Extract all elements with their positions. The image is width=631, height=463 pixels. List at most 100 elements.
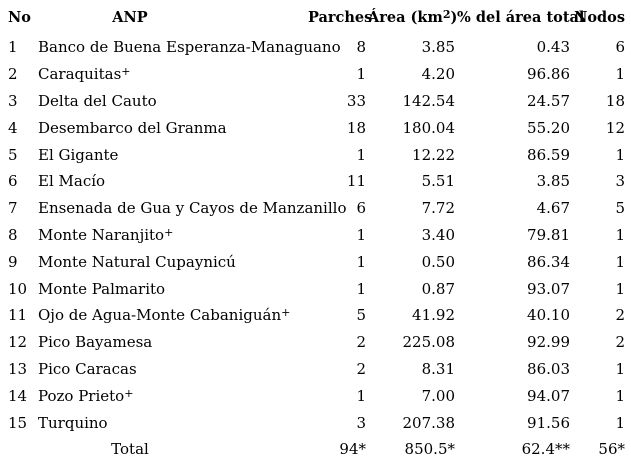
footnote-marker: + [124,386,134,400]
table-body: 1 Banco de Buena Esperanza-Managuano 8 3.85… [0,34,631,436]
cell-area: 0.50 [421,252,455,271]
cell-anp: Pozo Prieto+ [38,387,308,405]
anp-name: Banco de Buena Esperanza-Managuano [38,38,341,57]
total-label: Total [111,440,149,459]
area-header-close-paren: ) [450,8,458,26]
cell-percent: 40.10 [527,306,570,325]
table-row: 7 Ensenada de Gua y Cayos de Manzanillo 6 7… [0,195,631,222]
table-row: 14 Pozo Prieto+ 1 7.00 94.07 1 [0,382,631,409]
table-row: 8 Monte Naranjito+ 1 3.40 79.81 1 [0,222,631,249]
cell-no: 3 [8,91,18,110]
anp-name: Ensenada de Gua y Cayos de Manzanillo [38,199,347,218]
cell-area: 142.54 [402,91,456,110]
cell-percent: 92.99 [527,333,570,352]
anp-name: Pico Caracas [38,359,137,378]
cell-parches: 1 [356,252,366,271]
table-row: 15 Turquino 3 207.38 91.56 1 [0,409,631,436]
cell-no: 10 [8,279,28,298]
cell-anp: Turquino [38,414,308,432]
footnote-marker: + [281,306,291,320]
area-header-text: Área (km [368,8,443,26]
cell-anp: Banco de Buena Esperanza-Managuano [38,38,341,56]
cell-parches: 1 [356,65,366,84]
cell-anp: Pico Caracas [38,360,308,378]
cell-percent: 79.81 [527,225,570,244]
cell-parches: 33 [346,91,366,110]
cell-anp: Desembarco del Granma [38,119,308,137]
cell-area: 41.92 [412,306,455,325]
cell-area: 8.31 [421,359,455,378]
cell-anp: Pico Bayamesa [38,333,308,351]
cell-anp: Caraquitas+ [38,65,308,83]
column-header-no: No [8,8,31,26]
anp-name: Pozo Prieto [38,386,125,405]
cell-area: 850.5* [404,440,455,459]
cell-nodos: 1 [615,65,625,84]
cell-area: 7.72 [421,199,455,218]
cell-percent: 62.4** [521,440,570,459]
cell-area: 207.38 [402,413,456,432]
anp-name: Pico Bayamesa [38,333,153,352]
anp-name: Ojo de Agua-Monte Cabaniguán [38,306,282,325]
cell-nodos: 18 [605,91,625,110]
cell-nodos: 1 [615,252,625,271]
cell-anp: Monte Naranjito+ [38,226,308,244]
cell-parches: 2 [356,333,366,352]
column-header-area: Área (km2) [368,9,457,26]
anp-name: Desembarco del Granma [38,118,227,137]
cell-area: 3.40 [421,225,455,244]
cell-area: 225.08 [402,333,456,352]
cell-percent: 4.67 [536,199,570,218]
cell-no: 12 [8,333,28,352]
anp-name: Caraquitas [38,65,122,84]
cell-parches: 1 [356,279,366,298]
cell-nodos: 12 [605,118,625,137]
footnote-marker: + [121,65,131,79]
cell-area: 5.51 [421,172,455,191]
table-row: 6 El Macío 11 5.51 3.85 3 [0,168,631,195]
anp-name: Monte Naranjito [38,225,165,244]
cell-percent: 94.07 [527,386,570,405]
cell-anp: Ensenada de Gua y Cayos de Manzanillo [38,199,346,217]
cell-parches: 94* [339,440,366,459]
cell-percent: 3.85 [536,172,570,191]
cell-parches: 1 [356,225,366,244]
cell-nodos: 2 [615,333,625,352]
footnote-marker: + [164,225,174,239]
cell-parches: 1 [356,145,366,164]
table-row: 4 Desembarco del Granma 18 180.04 55.20 12 [0,114,631,141]
cell-percent: 55.20 [527,118,570,137]
cell-percent: 91.56 [527,413,570,432]
cell-parches: 2 [356,359,366,378]
cell-nodos: 56* [598,440,625,459]
anp-name: Turquino [38,413,108,432]
cell-parches: 6 [356,199,366,218]
cell-area: 3.85 [421,38,455,57]
cell-anp: El Gigante [38,146,308,164]
cell-no: 7 [8,199,18,218]
cell-no: 8 [8,225,18,244]
cell-parches: 18 [346,118,366,137]
cell-percent: 0.43 [536,38,570,57]
column-header-nodos: Nodos [574,8,625,26]
cell-nodos: 1 [615,359,625,378]
cell-parches: 5 [356,306,366,325]
table-header-row: No ANP Parches Área (km2) % del área tot… [0,0,631,34]
cell-area: 12.22 [412,145,455,164]
anp-name: Monte Natural Cupaynicú [38,252,236,271]
cell-nodos: 2 [615,306,625,325]
cell-anp: Monte Natural Cupaynicú [38,253,308,271]
cell-percent: 93.07 [527,279,570,298]
cell-anp: Ojo de Agua-Monte Cabaniguán+ [38,306,308,324]
cell-nodos: 1 [615,145,625,164]
cell-nodos: 6 [615,38,625,57]
cell-percent: 86.59 [527,145,570,164]
table-row: 3 Delta del Cauto 33 142.54 24.57 18 [0,88,631,115]
cell-percent: 96.86 [527,65,570,84]
cell-area: 7.00 [421,386,455,405]
table-row: 11 Ojo de Agua-Monte Cabaniguán+ 5 41.92 40.… [0,302,631,329]
cell-percent: 86.03 [527,359,570,378]
cell-parches: 8 [356,38,366,57]
table-row: 12 Pico Bayamesa 2 225.08 92.99 2 [0,329,631,356]
